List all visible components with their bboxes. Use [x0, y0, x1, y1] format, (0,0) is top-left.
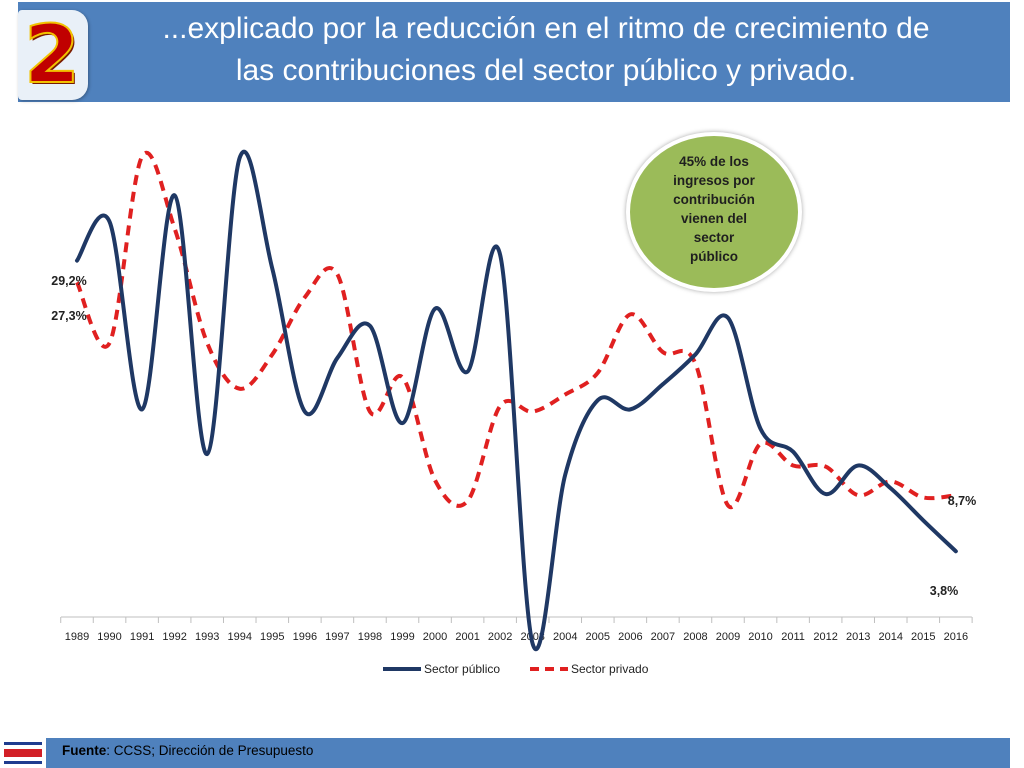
x-tick-label: 1989: [65, 631, 89, 643]
x-tick-label: 1999: [390, 631, 414, 643]
x-tick-label: 1994: [228, 631, 252, 643]
source-text: CCSS; Dirección de Presupuesto: [113, 743, 314, 758]
x-tick-label: 2011: [781, 631, 805, 643]
x-tick-label: 2008: [683, 631, 707, 643]
x-tick-label: 2007: [651, 631, 675, 643]
x-tick-label: 1991: [130, 631, 154, 643]
x-tick-label: 1990: [97, 631, 121, 643]
x-tick-label: 1998: [358, 631, 382, 643]
x-tick-label: 1993: [195, 631, 219, 643]
x-tick-label: 2001: [455, 631, 479, 643]
callout-line: contribución: [673, 192, 755, 207]
section-number-badge: 2: [18, 10, 88, 100]
callout-line: ingresos por: [673, 173, 755, 188]
callout-line: 45% de los: [679, 154, 749, 169]
x-tick-label: 2013: [846, 631, 870, 643]
footer-bar: Fuente: CCSS; Dirección de Presupuesto: [46, 738, 1010, 768]
x-tick-label: 2016: [944, 631, 968, 643]
source-label: Fuente: [62, 743, 107, 758]
x-tick-label: 2014: [879, 631, 903, 643]
x-tick-label: 1996: [293, 631, 317, 643]
x-tick-label: 1997: [325, 631, 349, 643]
x-tick-label: 2000: [423, 631, 447, 643]
data-label: 8,7%: [948, 494, 977, 508]
x-tick-label: 2002: [488, 631, 512, 643]
section-number: 2: [23, 8, 81, 101]
header-bar: [18, 2, 1010, 102]
x-tick-label: 2006: [618, 631, 642, 643]
title-line-2: las contribuciones del sector público y …: [235, 54, 857, 87]
x-tick-label: 2015: [911, 631, 935, 643]
x-tick-label: 2005: [586, 631, 610, 643]
x-tick-label: 1992: [162, 631, 186, 643]
costa-rica-flag-icon: [4, 740, 42, 766]
title-line-1: ...explicado por la reducción en el ritm…: [162, 12, 930, 45]
x-tick-label: 2012: [813, 631, 837, 643]
legend-label-sector-publico: Sector público: [424, 662, 500, 676]
data-label: 27,3%: [51, 309, 86, 323]
source-colon: :: [106, 743, 114, 758]
slide-title: ...explicado por la reducción en el ritm…: [96, 8, 996, 92]
series-line-sector-privado: [75, 151, 957, 510]
data-label: 3,8%: [930, 584, 959, 598]
x-tick-label: 2004: [553, 631, 577, 643]
callout-bubble: 45% de los ingresos por contribución vie…: [626, 132, 802, 292]
legend-label-sector-privado: Sector privado: [571, 662, 649, 676]
x-tick-label: 1995: [260, 631, 284, 643]
source-note: Fuente: CCSS; Dirección de Presupuesto: [62, 743, 313, 758]
callout-line: público: [690, 249, 738, 264]
callout-text: 45% de los ingresos por contribución vie…: [644, 152, 784, 266]
callout-line: vienen del: [680, 211, 748, 226]
x-tick-label: 2010: [748, 631, 772, 643]
x-tick-label: 2009: [716, 631, 740, 643]
data-label: 29,2%: [51, 274, 86, 288]
series-line-sector-publico: [75, 149, 958, 651]
callout-line: sector: [693, 230, 735, 245]
